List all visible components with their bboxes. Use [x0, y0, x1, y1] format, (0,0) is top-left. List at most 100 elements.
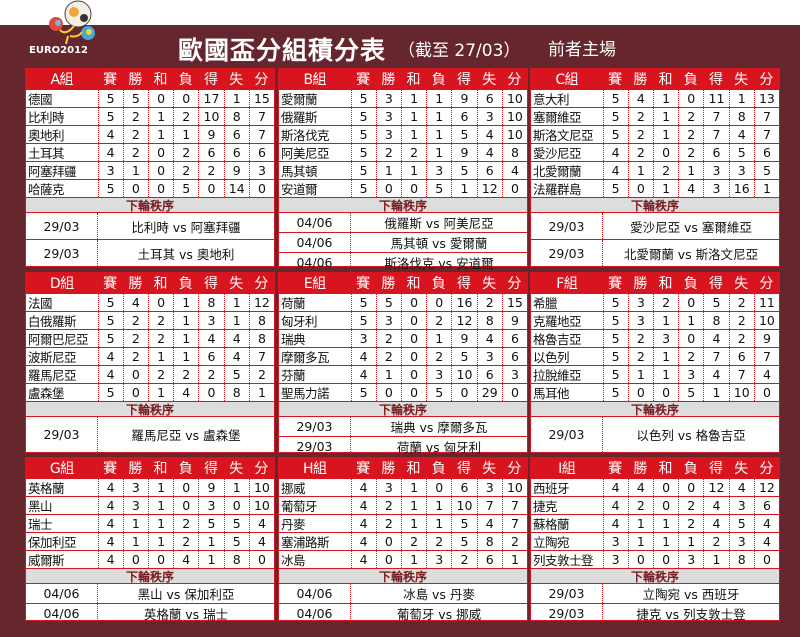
stat-cell: 0 [400, 312, 426, 329]
stat-cell: 4 [173, 384, 198, 401]
column-header: 失 [229, 276, 244, 292]
stat-cell: 1 [426, 108, 451, 125]
column-header: 失 [734, 461, 749, 477]
column-header: 失 [482, 461, 497, 477]
table-row: 丹麥 4 2 1 1 5 4 7 [279, 514, 527, 532]
fixture-match: 俄羅斯 vs 阿美尼亞 [384, 216, 494, 231]
stat-cell: 2 [678, 515, 703, 532]
stat-cell: 3 [678, 551, 703, 568]
stat-cell: 4 [602, 162, 628, 179]
team-name: 哈薩克 [28, 182, 65, 197]
stat-cell: 8 [248, 312, 274, 329]
stat-cell: 4 [97, 144, 123, 161]
stat-cell: 5 [728, 515, 754, 532]
stat-cell: 1 [198, 533, 223, 550]
stat-cell: 8 [223, 551, 249, 568]
stat-cell: 15 [501, 294, 527, 311]
stat-cell: 8 [248, 330, 274, 347]
stat-cell: 6 [476, 366, 502, 383]
stat-cell: 17 [198, 90, 223, 107]
stat-cell: 10 [451, 366, 476, 383]
stat-cell: 2 [147, 312, 173, 329]
column-header: 和 [406, 72, 421, 88]
column-header: 分 [254, 72, 269, 88]
team-name: 意大利 [533, 92, 570, 107]
stat-cell: 2 [652, 162, 678, 179]
stat-cell: 5 [350, 384, 376, 401]
stat-cell: 10 [501, 479, 527, 496]
stat-cell: 0 [147, 294, 173, 311]
table-row: 冰島 4 0 1 3 2 6 1 [279, 550, 527, 568]
stat-cell: 16 [451, 294, 476, 311]
stat-cell: 10 [501, 90, 527, 107]
stat-cell: 1 [678, 162, 703, 179]
stat-cell: 6 [753, 144, 779, 161]
group-panel: G組賽勝和負得失分英格蘭 4 3 1 0 9 1 10 黑山 4 3 1 0 3 0 10 瑞士 4 1 1 2 5 5 4 保… [25, 457, 275, 623]
stat-cell: 2 [173, 144, 198, 161]
table-row: 格魯吉亞 5 2 3 0 4 2 9 [531, 329, 779, 347]
page-title: 歐國盃分組積分表 [178, 36, 387, 65]
fixture-row: 04/06 馬其頓 vs 愛爾蘭 [279, 232, 527, 252]
group-panel: H組賽勝和負得失分挪威 4 3 1 0 6 3 10 葡萄牙 4 2 1 1 10 7 7 丹麥 4 2 1 1 5 4 7 塞… [278, 457, 528, 623]
table-row: 英格蘭 4 3 1 0 9 1 10 [26, 478, 274, 496]
team-name: 安道爾 [281, 182, 318, 197]
column-header: 分 [759, 276, 774, 292]
stat-cell: 5 [451, 533, 476, 550]
stat-cell: 4 [350, 533, 376, 550]
stat-cell: 2 [476, 294, 502, 311]
stat-cell: 3 [728, 497, 754, 514]
stat-cell: 7 [501, 515, 527, 532]
group-name: H組 [302, 461, 327, 477]
stat-cell: 3 [627, 294, 653, 311]
stat-cell: 2 [426, 533, 451, 550]
stat-cell: 2 [627, 348, 653, 365]
stat-cell: 5 [602, 384, 628, 401]
table-row: 塞爾維亞 5 2 1 2 7 8 7 [531, 107, 779, 125]
team-name: 立陶宛 [533, 535, 570, 550]
stat-cell: 4 [350, 348, 376, 365]
stat-cell: 5 [97, 180, 123, 197]
table-row: 奧地利 4 2 1 1 9 6 7 [26, 125, 274, 143]
table-row: 德國 5 5 0 0 17 1 15 [26, 89, 274, 107]
next-fixtures-label: 下輪秩序 [26, 401, 274, 417]
column-header: 和 [406, 276, 421, 292]
team-name: 丹麥 [281, 517, 306, 532]
team-name: 白俄羅斯 [28, 314, 77, 329]
stat-cell: 10 [501, 108, 527, 125]
stat-cell: 5 [350, 294, 376, 311]
fixture-date: 04/06 [279, 233, 351, 252]
stat-cell: 5 [451, 126, 476, 143]
stat-cell: 3 [375, 312, 401, 329]
stat-cell: 7 [728, 366, 754, 383]
table-row: 匈牙利 5 3 0 2 12 8 9 [279, 311, 527, 329]
stat-cell: 3 [375, 126, 401, 143]
team-name: 北愛爾蘭 [533, 164, 582, 179]
stat-cell: 5 [350, 144, 376, 161]
stat-cell: 0 [147, 162, 173, 179]
stat-cell: 4 [97, 479, 123, 496]
stat-cell: 0 [400, 180, 426, 197]
stat-cell: 6 [501, 330, 527, 347]
fixture-date: 29/03 [531, 240, 603, 266]
table-row: 瑞典 3 2 0 1 9 4 6 [279, 329, 527, 347]
stat-cell: 0 [173, 90, 198, 107]
stat-cell: 7 [753, 348, 779, 365]
group-panel: A組賽勝和負得失分德國 5 5 0 0 17 1 15 比利時 5 2 1 2 10 8 7 奧地利 4 2 1 1 9 6… [25, 68, 275, 267]
stat-cell: 2 [627, 497, 653, 514]
stat-cell: 2 [173, 533, 198, 550]
stat-cell: 4 [476, 126, 502, 143]
stat-cell: 2 [173, 366, 198, 383]
group-panel: F組賽勝和負得失分希臘 5 3 2 0 5 2 11 克羅地亞 5 3 1 1 8 2 10 格魯吉亞 5 2 3 0 4… [530, 272, 780, 453]
stat-cell: 3 [602, 533, 628, 550]
stat-cell: 8 [501, 144, 527, 161]
fixtures-list: 29/03 比利時 vs 阿塞拜疆 29/03 土耳其 vs 奧地利 [26, 213, 274, 266]
team-name: 蘇格蘭 [533, 517, 570, 532]
column-header: 分 [759, 461, 774, 477]
stat-cell: 0 [248, 551, 274, 568]
stat-cell: 3 [375, 90, 401, 107]
table-row: 希臘 5 3 2 0 5 2 11 [531, 293, 779, 311]
stat-cell: 1 [198, 551, 223, 568]
stat-cell: 1 [501, 551, 527, 568]
stat-cell: 5 [350, 312, 376, 329]
table-row: 荷蘭 5 5 0 0 16 2 15 [279, 293, 527, 311]
